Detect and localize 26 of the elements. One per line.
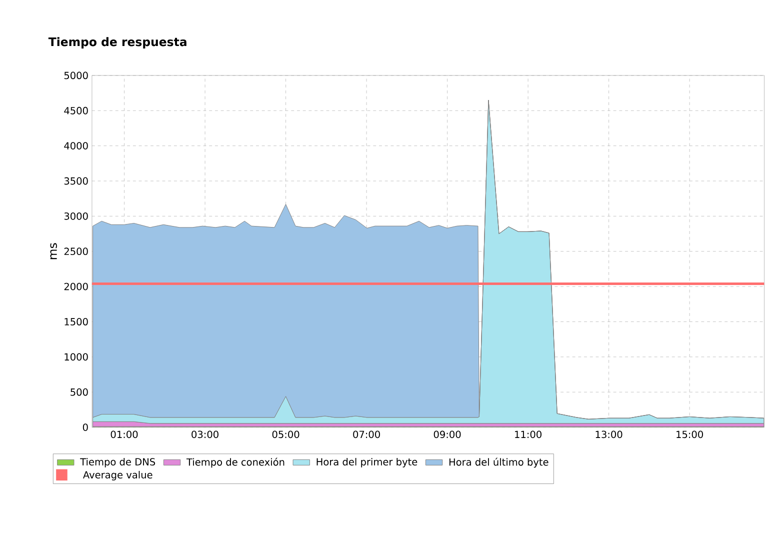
legend-label: Hora del último byte (449, 458, 548, 468)
y-tick-label: 2500 (64, 248, 88, 256)
x-tick-label: 15:00 (676, 430, 703, 438)
y-tick-label: 3500 (64, 177, 88, 185)
y-tick-label: 0 (82, 424, 88, 431)
x-tick-label: 03:00 (192, 430, 218, 438)
x-tick-label: 09:00 (434, 430, 461, 438)
legend-label: Average value (83, 470, 152, 480)
x-tick-label: 05:00 (272, 430, 300, 438)
y-tick-label: 4000 (64, 142, 88, 150)
y-tick-label: 2000 (64, 282, 88, 290)
legend-label: Tiempo de conexión (186, 458, 284, 468)
legend-label: Hora del primer byte (316, 458, 418, 468)
y-tick-label: 1000 (64, 353, 88, 361)
x-tick-label: 11:00 (515, 430, 542, 438)
x-tick-label: 13:00 (596, 430, 622, 438)
x-tick-label: 07:00 (353, 430, 380, 438)
y-tick-label: 500 (70, 388, 88, 396)
y-axis-title: ms (50, 243, 57, 260)
y-tick-label: 3000 (64, 212, 88, 220)
x-tick-label: 01:00 (110, 430, 138, 438)
y-tick-label: 1500 (64, 318, 88, 326)
y-tick-label: 5000 (64, 72, 88, 80)
legend-label: Tiempo de DNS (80, 458, 156, 468)
y-tick-label: 4500 (64, 106, 88, 114)
chart-title: Tiempo de respuesta (48, 37, 186, 48)
